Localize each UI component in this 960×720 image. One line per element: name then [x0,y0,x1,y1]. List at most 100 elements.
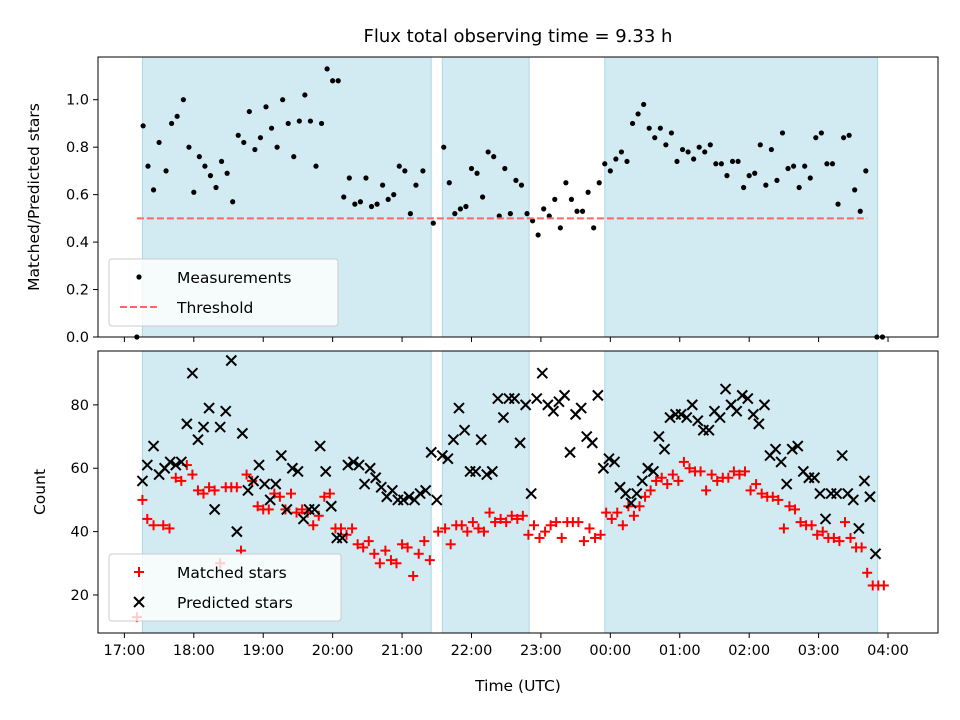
matched-star-point [634,501,645,512]
measurement-point [796,184,802,191]
measurement-point [145,163,151,169]
measurement-point [807,175,813,181]
predicted-star-point [297,513,310,525]
matched-star-point [397,539,408,550]
measurement-point [591,225,597,231]
predicted-star-point [647,465,660,478]
measurement-point [757,142,763,148]
observing-window-3 [604,56,879,338]
measurement-point [541,206,547,212]
predicted-star-point [319,465,332,478]
measurement-point [452,211,458,217]
x-tick-label: 22:00 [451,643,493,659]
legend-matched-marker [134,567,144,577]
measurement-point [724,173,730,179]
measurement-point [657,125,663,131]
matched-star-point [385,555,396,566]
predicted-star-point [308,503,321,516]
matched-star-point [878,580,889,591]
predicted-star-point [431,494,443,506]
predicted-star-point [175,456,188,468]
predicted-star-point [292,465,304,478]
matched-star-point [540,526,551,537]
y-tick-label: 1.0 [66,93,89,109]
matched-star-point [478,526,489,537]
matched-star-point [369,548,380,559]
matched-star-point [347,523,358,534]
measurement-point [635,111,641,117]
matched-star-point [628,510,639,521]
matched-star-point [767,491,778,502]
predicted-star-point [514,437,526,449]
measurement-point [524,211,530,217]
measurement-point [140,123,146,129]
measurement-point [618,149,625,155]
predicted-star-point [458,424,471,436]
matched-star-point [862,567,873,578]
matched-star-point [756,488,767,499]
measurement-point [235,132,241,138]
predicted-star-point [414,487,426,500]
predicted-star-point [608,456,621,468]
matched-star-point [678,456,689,467]
predicted-star-point [214,421,226,433]
measurement-point [313,163,319,169]
measurement-point [196,154,202,160]
observing-window-2 [441,350,530,634]
measurement-point [263,104,269,110]
measurement-point [863,168,869,174]
measurement-point [568,196,575,202]
predicted-star-point [564,446,576,459]
measurement-point [607,168,613,174]
y-tick-label: 0.8 [66,140,89,156]
measurement-point [207,173,214,179]
measurement-point [479,194,486,200]
measurement-point [280,97,286,103]
predicted-star-point [353,459,365,471]
measurement-point [585,189,591,195]
matched-star-point [578,536,589,547]
measurement-point [641,101,647,108]
matched-star-point [734,469,745,480]
matched-star-point [456,520,467,531]
measurement-point [552,196,558,202]
matched-star-point [297,504,308,515]
matched-star-point [252,501,263,512]
measurement-point [446,180,452,186]
predicted-star-point [170,459,182,471]
matched-star-point [706,469,717,480]
matched-star-point [712,475,723,486]
matched-star-point [402,542,413,553]
x-tick-label: 04:00 [867,643,909,659]
matched-star-point [701,485,712,496]
measurement-point [202,163,208,169]
measurement-point [213,184,219,191]
top-y-axis-label: Matched/Predicted stars [25,103,43,291]
predicted-star-point [192,434,204,446]
x-tick-label: 21:00 [381,643,423,659]
matched-star-point [828,532,839,543]
measurement-point [707,142,713,148]
predicted-star-point [747,408,760,421]
measurement-point [150,187,157,193]
measurement-point [474,170,480,176]
measurement-point [835,201,841,207]
matched-star-point [789,504,800,515]
measurement-point [818,130,824,136]
measurement-point [557,225,563,231]
matched-star-point [773,494,784,505]
measurement-point [291,154,297,160]
y-tick-label: 0.4 [66,235,89,251]
measurement-point [374,201,380,207]
predicted-star-point [547,405,560,417]
matched-star-point [148,520,159,531]
predicted-star-point [792,440,804,452]
matched-star-point [187,469,198,480]
matched-star-point [462,526,473,537]
chart-title: Flux total observing time = 9.33 h [364,26,673,47]
x-tick-label: 01:00 [659,643,701,659]
predicted-star-point [186,367,199,379]
measurement-point [224,170,230,176]
predicted-star-point [386,484,399,497]
x-tick-label: 17:00 [103,643,145,659]
